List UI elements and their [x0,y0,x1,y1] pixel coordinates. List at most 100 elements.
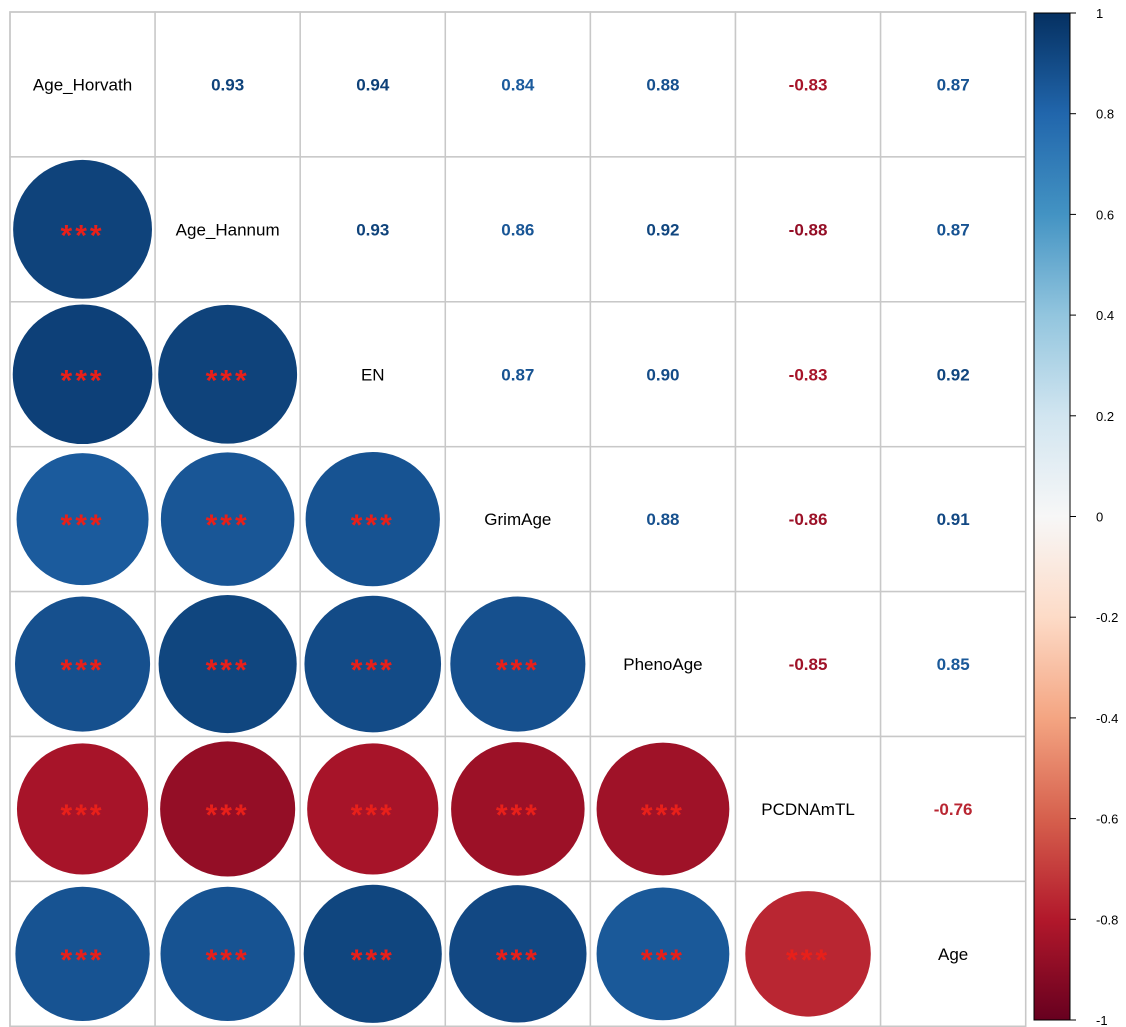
matrix-cell [734,156,882,303]
correlation-circle [15,886,150,1022]
significance-marker: *** [206,799,250,832]
correlation-value-label: 0.87 [937,75,970,94]
colorbar-tick-label: -0.8 [1096,912,1118,927]
correlation-value-label: -0.85 [789,655,828,674]
correlation-value-label: -0.76 [934,800,973,819]
correlation-value-label: -0.88 [789,220,828,239]
significance-marker: *** [641,944,685,977]
matrix-grid: Age_Horvath 0.93 0.94 0.84 0.88 -0.83 0.87 *** A… [9,11,1027,1027]
correlation-value-label: 0.91 [937,510,970,529]
correlation-circle [160,452,295,586]
significance-marker: *** [206,944,250,977]
variable-label: PCDNAmTL [761,800,855,819]
significance-marker: *** [351,944,395,977]
correlation-value-label: -0.83 [789,75,828,94]
variable-label: Age_Hannum [176,220,280,239]
colorbar-gradient [1034,13,1070,1020]
matrix-cell [734,735,882,883]
correlation-value-label: -0.86 [789,510,828,529]
correlation-circle [16,453,149,586]
matrix-cell [589,590,737,738]
matrix-cell [589,11,737,158]
significance-marker: *** [206,509,250,542]
correlation-circle [13,159,152,299]
matrix-cell [879,301,1027,448]
variable-label: Age [938,945,968,964]
correlation-circle [596,887,730,1021]
significance-marker: *** [351,799,395,832]
matrix-cell [879,735,1027,883]
colorbar-tick-label: 0.8 [1096,107,1114,122]
correlation-circle [304,595,442,733]
significance-marker: *** [61,509,105,542]
variable-label: GrimAge [484,510,551,529]
matrix-cell [299,301,447,448]
correlation-value-label: 0.86 [501,220,534,239]
matrix-cell [879,880,1027,1027]
matrix-cell [154,156,301,303]
colorbar-tick-label: 0 [1096,510,1103,525]
matrix-cell [879,156,1027,303]
significance-marker: *** [61,219,105,252]
colorbar-tick-label: -1 [1096,1013,1108,1027]
matrix-cell [734,11,882,158]
matrix-cell [154,11,301,158]
correlation-circle [449,885,587,1023]
variable-label: Age_Horvath [33,75,132,94]
matrix-cell [879,445,1027,593]
correlation-circle [303,884,442,1023]
colorbar-tick-label: 0.2 [1096,409,1114,424]
correlation-circle [160,886,295,1022]
colorbar-tick-label: 0.4 [1096,308,1114,323]
correlation-value-label: 0.92 [937,365,970,384]
variable-label: PhenoAge [623,655,702,674]
matrix-cell [444,11,592,158]
colorbar-tick-label: 1 [1096,6,1103,21]
matrix-cell [444,301,592,448]
variable-label: EN [361,365,385,384]
matrix-cell [589,156,737,303]
significance-marker: *** [351,509,395,542]
correlation-circle [158,304,298,444]
matrix-cell [444,445,592,593]
correlation-value-label: 0.93 [211,75,244,94]
matrix-cell [9,11,156,158]
correlation-circle [160,741,296,877]
significance-marker: *** [786,944,830,977]
colorbar-tick-label: 0.6 [1096,207,1114,222]
significance-marker: *** [61,654,105,687]
correlation-value-label: 0.87 [937,220,970,239]
correlation-value-label: 0.87 [501,365,534,384]
significance-marker: *** [641,799,685,832]
correlation-circle [305,451,440,587]
correlation-circle [450,596,586,732]
correlation-value-label: 0.94 [356,75,390,94]
colorbar-tick-label: -0.6 [1096,812,1118,827]
significance-marker: *** [206,654,250,687]
colorbar-tick-label: -0.4 [1096,711,1118,726]
significance-marker: *** [496,944,540,977]
significance-marker: *** [496,654,540,687]
significance-marker: *** [61,364,105,397]
significance-marker: *** [351,654,395,687]
matrix-outer-border [9,11,1027,1027]
significance-marker: *** [61,944,105,977]
significance-marker: *** [61,799,105,832]
correlation-value-label: 0.84 [501,75,535,94]
correlation-value-label: 0.92 [646,220,679,239]
significance-marker: *** [206,364,250,397]
matrix-cell [734,301,882,448]
matrix-cell [589,445,737,593]
matrix-cell [444,156,592,303]
correlation-circle [15,596,151,732]
correlation-value-label: 0.90 [646,365,679,384]
matrix-cell [589,301,737,448]
correlation-circle [307,743,439,875]
colorbar: 1 0.8 0.6 0.4 0.2 0 -0.2 -0.4 -0.6 -0.8 -1 [1033,6,1118,1027]
matrix-cell [734,445,882,593]
correlation-circle [745,891,871,1017]
correlation-circle [12,304,153,445]
correlation-circle [451,742,585,876]
colorbar-tick-label: -0.2 [1096,610,1118,625]
